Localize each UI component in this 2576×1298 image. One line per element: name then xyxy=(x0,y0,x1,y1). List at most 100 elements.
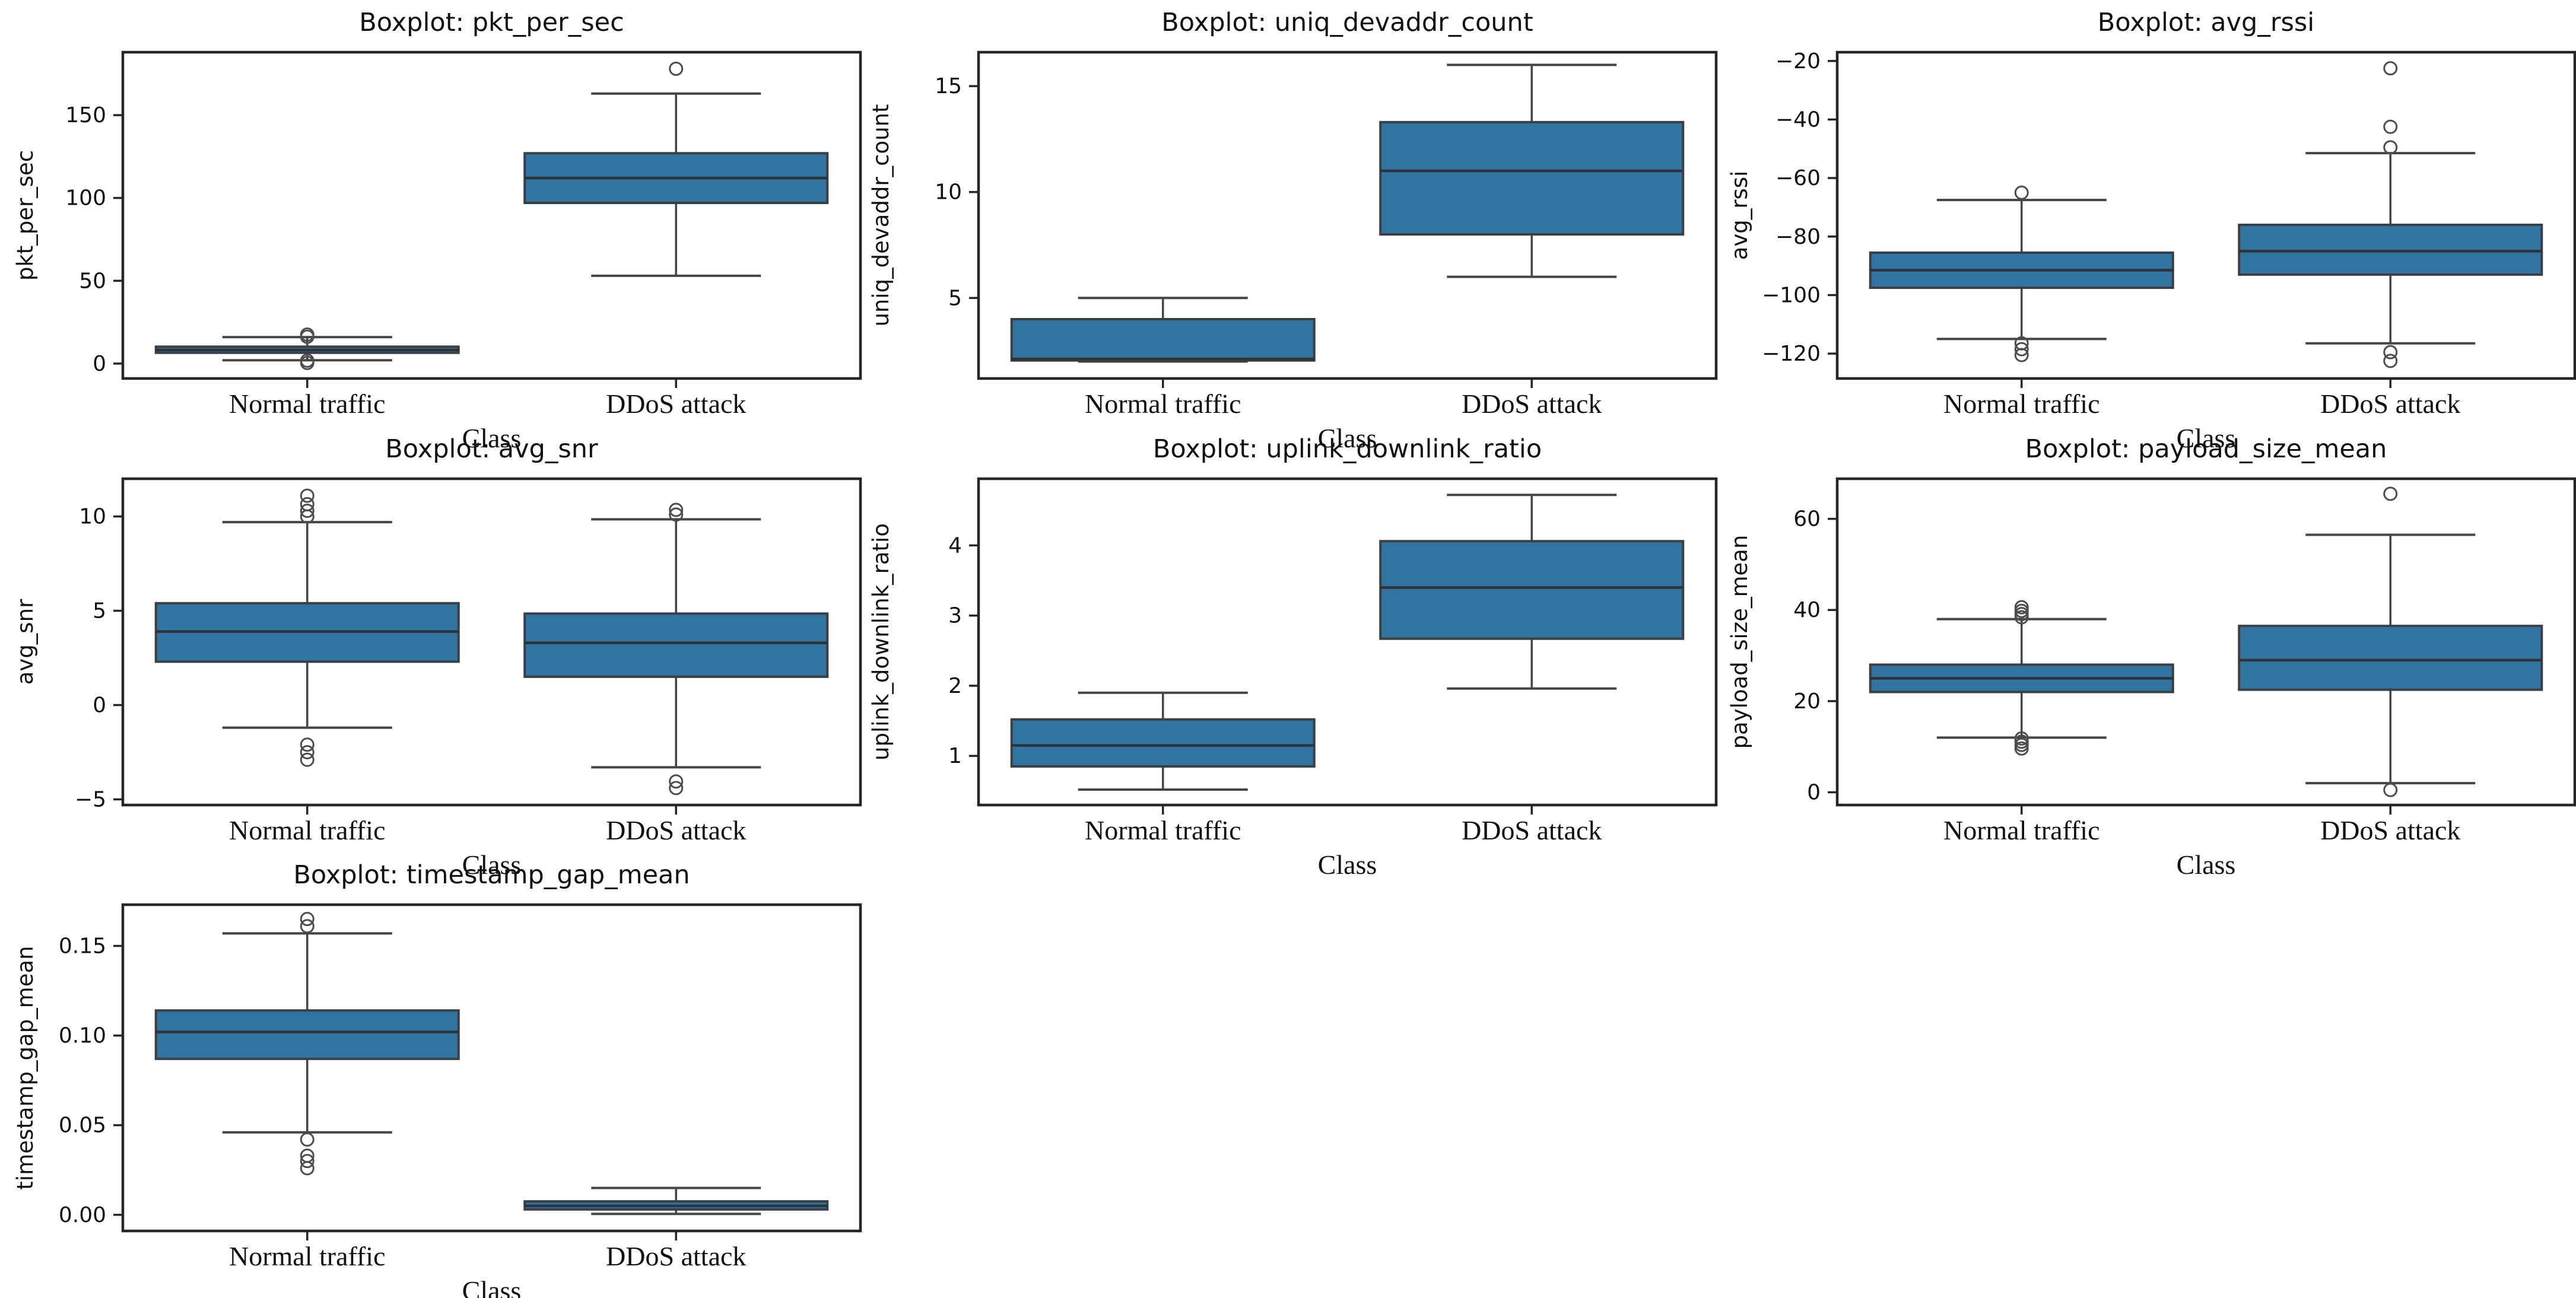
y-tick-label: −60 xyxy=(1775,166,1821,190)
y-axis-label: pkt_per_sec xyxy=(12,150,38,281)
x-category-label: Normal traffic xyxy=(1943,389,2100,419)
boxplot-ddos-attack xyxy=(2238,61,2543,368)
subplot-avg_snr: Boxplot: avg_snr avg_snr −5 0 5 10 Normal traf… xyxy=(0,427,862,880)
boxplot-normal-traffic xyxy=(1010,297,1316,363)
outlier-marker xyxy=(2383,61,2398,76)
boxplot-normal-traffic xyxy=(1869,600,2174,756)
y-tick-label: 0 xyxy=(1807,780,1821,804)
subplot-title: Boxplot: uplink_downlink_ratio xyxy=(1153,434,1542,464)
outlier-marker xyxy=(300,1161,315,1176)
x-category-label: DDoS attack xyxy=(606,389,746,419)
axes-frame xyxy=(1835,50,2576,380)
outlier-marker xyxy=(300,509,315,524)
outlier-marker xyxy=(300,737,315,752)
subplot-title: Boxplot: timestamp_gap_mean xyxy=(293,860,690,890)
boxplot-ddos-attack xyxy=(523,502,829,796)
subplot-title: Boxplot: pkt_per_sec xyxy=(359,8,624,37)
y-tick-label: −120 xyxy=(1762,342,1821,366)
subplot-canvas-timestamp_gap_mean: Boxplot: timestamp_gap_mean timestamp_gap… xyxy=(12,860,862,1298)
subplot-title: Boxplot: avg_rssi xyxy=(2098,8,2315,37)
axes-frame xyxy=(121,50,862,380)
outlier-marker xyxy=(669,774,684,789)
outlier-marker xyxy=(300,919,315,934)
x-category-label: DDoS attack xyxy=(1462,815,1602,845)
outlier-marker xyxy=(300,1132,315,1147)
subplot-canvas-pkt_per_sec: Boxplot: pkt_per_sec pkt_per_sec 0 50 100 150… xyxy=(12,8,862,453)
outlier-marker xyxy=(2014,348,2029,362)
y-tick-label: 100 xyxy=(65,186,106,211)
y-tick-label: 5 xyxy=(948,286,962,310)
y-tick-label: −40 xyxy=(1775,107,1821,132)
outlier-marker xyxy=(2014,185,2029,200)
subplot-avg_rssi: Boxplot: avg_rssi avg_rssi −20 −40 −60 −80 −10… xyxy=(1714,0,2576,453)
y-axis-label: uplink_downlink_ratio xyxy=(868,523,894,761)
axes-frame xyxy=(977,477,1718,807)
boxplot-ddos-attack xyxy=(1379,494,1685,690)
y-axis-label: timestamp_gap_mean xyxy=(12,946,38,1189)
outlier-marker xyxy=(669,502,684,517)
outlier-marker xyxy=(2383,354,2398,368)
boxplot-normal-traffic xyxy=(154,488,460,767)
subplot-canvas-uniq_devaddr_count: Boxplot: uniq_devaddr_count uniq_devaddr_… xyxy=(868,8,1718,453)
x-axis-label: Class xyxy=(1318,850,1377,880)
iqr-box xyxy=(1379,120,1685,236)
outlier-marker xyxy=(2014,600,2029,615)
x-axis-label: Class xyxy=(2177,423,2236,453)
y-tick-label: 150 xyxy=(65,103,106,128)
outlier-marker xyxy=(2014,610,2029,625)
axes-frame xyxy=(121,477,862,807)
y-tick-label: 4 xyxy=(948,533,962,558)
y-tick-label: 50 xyxy=(79,269,106,293)
y-tick-label: 10 xyxy=(935,180,962,205)
outlier-marker xyxy=(2383,140,2398,155)
outlier-marker xyxy=(300,752,315,767)
outlier-marker xyxy=(300,504,315,518)
x-category-label: Normal traffic xyxy=(1085,815,1241,845)
y-tick-label: −20 xyxy=(1775,49,1821,74)
y-tick-label: 0.15 xyxy=(59,934,106,959)
outlier-marker xyxy=(300,355,315,370)
iqr-box xyxy=(1010,318,1316,362)
boxplot-normal-traffic xyxy=(154,912,460,1176)
y-tick-label: 2 xyxy=(948,674,962,698)
y-tick-label: 5 xyxy=(93,599,106,623)
outlier-marker xyxy=(2383,782,2398,797)
x-axis-label: Class xyxy=(2177,850,2236,880)
x-category-label: Normal traffic xyxy=(229,1241,386,1271)
y-tick-label: 20 xyxy=(1793,689,1821,714)
outlier-marker xyxy=(669,61,684,76)
outlier-marker xyxy=(300,488,315,503)
x-category-label: DDoS attack xyxy=(2320,815,2460,845)
x-category-label: DDoS attack xyxy=(606,1241,746,1271)
subplot-pkt_per_sec: Boxplot: pkt_per_sec pkt_per_sec 0 50 100 150… xyxy=(0,0,862,453)
y-tick-label: 0 xyxy=(93,352,106,376)
y-tick-label: 0.05 xyxy=(59,1114,106,1138)
outlier-marker xyxy=(300,745,315,759)
y-tick-label: 40 xyxy=(1793,598,1821,622)
outlier-marker xyxy=(300,329,315,344)
outlier-marker xyxy=(2383,486,2398,501)
y-tick-label: 1 xyxy=(948,744,962,768)
outlier-marker xyxy=(2014,741,2029,756)
subplot-canvas-avg_snr: Boxplot: avg_snr avg_snr −5 0 5 10 Normal traf… xyxy=(12,434,862,880)
subplot-payload_size_mean: Boxplot: payload_size_mean payload_size_m… xyxy=(1714,427,2576,880)
x-category-label: Normal traffic xyxy=(1943,815,2100,845)
subplot-canvas-avg_rssi: Boxplot: avg_rssi avg_rssi −20 −40 −60 −80 −10… xyxy=(1727,8,2576,453)
x-axis-label: Class xyxy=(462,423,522,453)
boxplot-normal-traffic xyxy=(1869,185,2174,362)
iqr-box xyxy=(1010,718,1316,768)
outlier-marker xyxy=(300,912,315,927)
outlier-marker xyxy=(2383,119,2398,134)
outlier-marker xyxy=(2383,345,2398,360)
outlier-marker xyxy=(2014,342,2029,357)
subplot-uniq_devaddr_count: Boxplot: uniq_devaddr_count uniq_devaddr_… xyxy=(856,0,1718,453)
subplot-canvas-payload_size_mean: Boxplot: payload_size_mean payload_size_m… xyxy=(1727,434,2576,880)
x-category-label: Normal traffic xyxy=(229,815,386,845)
x-axis-label: Class xyxy=(462,1275,522,1298)
x-category-label: DDoS attack xyxy=(2320,389,2460,419)
iqr-box xyxy=(154,1009,460,1060)
x-category-label: Normal traffic xyxy=(229,389,386,419)
subplot-title: Boxplot: uniq_devaddr_count xyxy=(1161,8,1533,37)
subplot-uplink_downlink_ratio: Boxplot: uplink_downlink_ratio uplink_dow… xyxy=(856,427,1718,880)
